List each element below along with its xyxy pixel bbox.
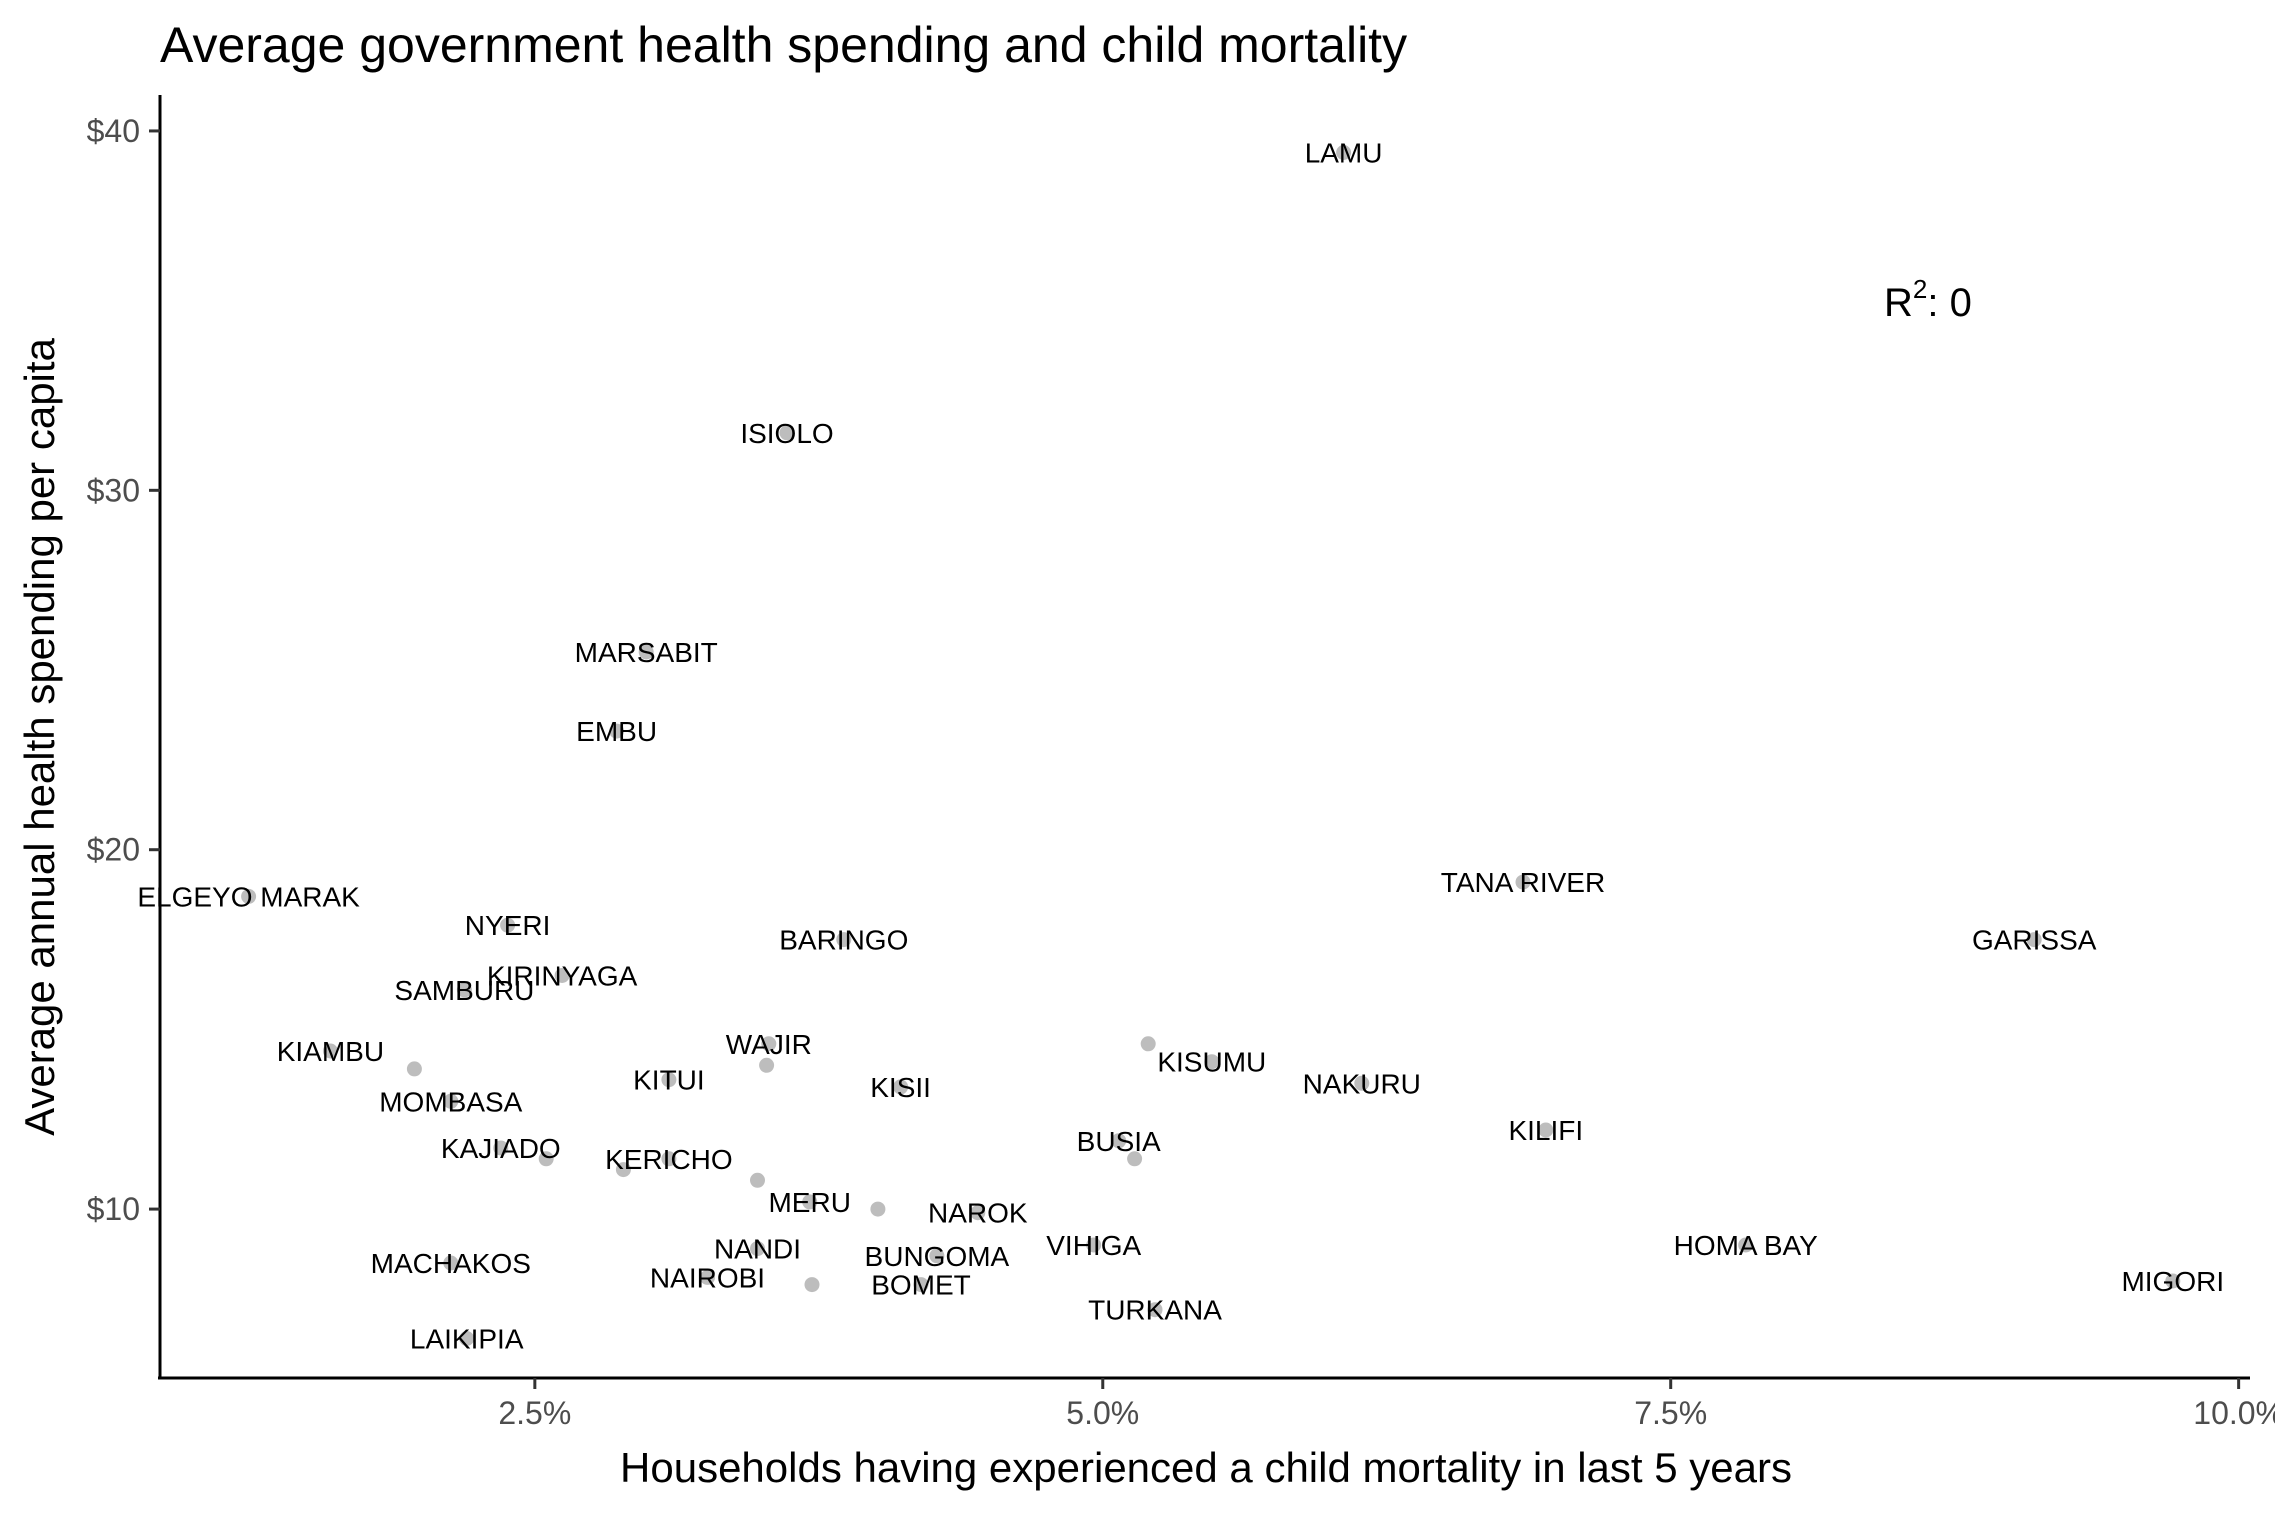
point-label: KAJIADO [441,1133,561,1164]
data-point [1140,1036,1156,1052]
point-label: HOMA BAY [1674,1230,1819,1261]
point-label: KISUMU [1157,1047,1266,1078]
point-label: KIAMBU [277,1036,384,1067]
data-point [700,1269,715,1285]
point-labels-layer: LAMU ISIOLO MARSABIT EMBU ELGEYO MARAK NYERI B… [137,138,2224,1355]
data-point [443,1255,459,1271]
x-tick-label: 5.0% [1066,1395,1139,1431]
data-point [661,1151,677,1167]
point-label: BARINGO [779,925,908,956]
point-label: MERU [768,1187,850,1218]
x-tick-label: 10.0% [2193,1395,2275,1431]
data-point [1127,1151,1143,1167]
r-squared-value: : 0 [1927,281,1971,325]
chart-title: Average government health spending and c… [160,17,1407,73]
y-axis-ticks: $10 $20 $30 $40 [87,113,160,1227]
point-label: NANDI [714,1234,801,1265]
point-label: NYERI [465,910,551,941]
data-point [2026,932,2042,948]
data-point [538,1151,554,1167]
y-axis-title: Average annual health spending per capit… [16,337,63,1135]
data-point [1111,1133,1127,1149]
data-point [802,1194,818,1210]
y-tick-label: $30 [87,472,140,508]
data-point [913,1277,929,1293]
y-tick-label: $40 [87,113,140,149]
point-label: SAMBURU [394,975,534,1006]
data-point [761,1036,777,1052]
data-point [1738,1237,1754,1253]
point-label: KILIFI [1508,1115,1583,1146]
data-point [500,917,516,933]
r-squared-annotation: R2: 0 [1884,274,1972,325]
data-point [970,1205,986,1221]
data-point [759,1057,775,1073]
data-point [804,1277,820,1293]
point-label: EMBU [576,716,657,747]
points-layer [241,145,2181,1346]
point-label: BUSIA [1077,1126,1161,1157]
data-point [750,1241,765,1257]
point-label: MOMBASA [379,1086,522,1117]
data-point [836,932,852,948]
point-label: NAIROBI [650,1262,765,1293]
data-point [1538,1122,1554,1138]
data-point [779,425,795,441]
data-point [1204,1054,1220,1070]
data-point [609,723,625,739]
x-tick-label: 2.5% [498,1395,571,1431]
point-label: KERICHO [605,1144,733,1175]
data-point [459,1331,475,1346]
data-point [2165,1273,2181,1289]
data-point [638,644,654,660]
data-point [406,1061,422,1077]
data-point [1336,145,1352,160]
data-point [1515,874,1531,890]
x-tick-label: 7.5% [1634,1395,1707,1431]
x-axis-ticks: 2.5% 5.0% 7.5% 10.0% [498,1378,2275,1431]
r-squared-superscript: 2 [1913,274,1927,304]
data-point [322,1043,338,1059]
point-label: ISIOLO [740,418,833,449]
x-axis-title: Households having experienced a child mo… [620,1444,1792,1491]
point-label: WAJIR [726,1029,812,1060]
data-point [1354,1075,1370,1091]
data-point [443,1093,459,1109]
point-label: BOMET [871,1270,971,1301]
point-label: MARSABIT [575,637,718,668]
point-label: ELGEYO MARAK [137,881,360,912]
point-label: GARISSA [1972,925,2097,956]
data-point [750,1172,765,1188]
point-label: TANA RIVER [1441,867,1605,898]
point-label: NAROK [928,1198,1028,1229]
point-label: LAMU [1305,138,1383,169]
point-label: VIHIGA [1046,1230,1141,1261]
y-tick-label: $10 [87,1191,140,1227]
data-point [554,968,570,983]
point-label: MIGORI [2121,1266,2224,1297]
point-label: KIRINYAGA [487,961,638,992]
data-point [615,1162,631,1178]
r-squared-prefix: R [1884,281,1913,325]
data-point [661,1072,677,1088]
point-label: TURKANA [1088,1295,1222,1326]
point-label: BUNGOMA [865,1241,1010,1272]
data-point [493,1140,509,1156]
data-point [456,982,472,998]
data-point [870,1201,886,1217]
point-label: KITUI [633,1065,705,1096]
point-label: KISII [870,1072,931,1103]
y-tick-label: $20 [87,832,140,868]
data-point [241,888,257,904]
data-point [893,1079,909,1095]
data-point [1147,1302,1163,1318]
point-label: LAIKIPIA [410,1324,524,1355]
data-point [1086,1237,1102,1253]
data-point [929,1248,945,1264]
point-label: MACHAKOS [371,1248,531,1279]
point-label: NAKURU [1303,1068,1421,1099]
